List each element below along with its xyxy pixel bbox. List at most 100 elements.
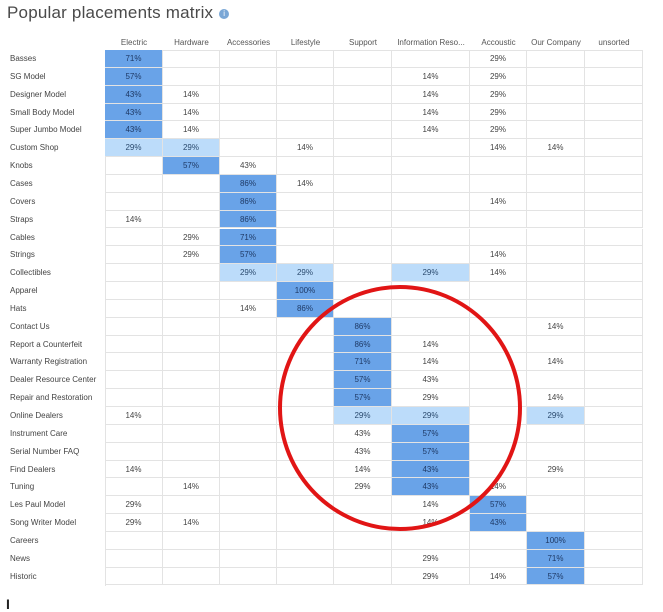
matrix-cell <box>585 50 643 68</box>
matrix-cell: 71% <box>220 228 277 247</box>
matrix-cell <box>220 317 277 336</box>
matrix-cell <box>527 514 585 532</box>
matrix-cell <box>220 407 277 425</box>
matrix-cell <box>585 192 643 211</box>
row-label: Hats <box>10 303 27 313</box>
matrix-cell <box>470 282 527 300</box>
matrix-cell <box>585 264 643 283</box>
matrix-cell <box>527 424 585 443</box>
matrix-cell <box>163 282 220 300</box>
matrix-cell <box>334 192 392 211</box>
matrix-cell <box>163 317 220 336</box>
matrix-cell: 29% <box>392 549 470 568</box>
column-header: Lifestyle <box>290 38 321 47</box>
matrix-cell: 43% <box>470 514 527 532</box>
matrix-cell: 29% <box>470 50 527 68</box>
matrix-cell <box>277 549 334 568</box>
matrix-cell <box>392 50 470 68</box>
column-header: unsorted <box>598 38 630 47</box>
matrix-cell: 29% <box>163 246 220 265</box>
matrix-cell <box>220 496 277 515</box>
matrix-cell: 29% <box>105 514 163 532</box>
matrix-cell <box>585 531 643 550</box>
matrix-cell <box>105 567 163 586</box>
matrix-cell <box>220 282 277 300</box>
matrix-cell <box>220 514 277 532</box>
matrix-cell: 57% <box>163 157 220 175</box>
matrix-cell <box>220 353 277 372</box>
matrix-cell <box>105 335 163 354</box>
matrix-cell <box>277 210 334 229</box>
matrix-cell: 14% <box>470 478 527 497</box>
matrix-cell <box>220 442 277 461</box>
matrix-cell: 43% <box>105 121 163 140</box>
row-label: Basses <box>10 54 37 63</box>
row-label: Collectibles <box>10 268 51 278</box>
matrix-cell <box>163 264 220 283</box>
matrix-cell: 71% <box>527 549 585 568</box>
matrix-cell <box>105 478 163 497</box>
row-label: Warranty Registration <box>10 357 88 367</box>
matrix-cell: 57% <box>470 496 527 515</box>
row-label: Straps <box>10 214 34 224</box>
matrix-cell <box>585 174 643 193</box>
matrix-cell: 14% <box>163 121 220 140</box>
row-label: Cases <box>10 178 33 188</box>
matrix-cell: 14% <box>277 139 334 158</box>
matrix-cell <box>585 567 643 586</box>
matrix-cell <box>163 549 220 568</box>
matrix-cell: 29% <box>163 139 220 158</box>
matrix-cell: 86% <box>220 174 277 193</box>
matrix-cell <box>527 157 585 175</box>
matrix-cell <box>470 157 527 175</box>
matrix-cell: 29% <box>220 264 277 283</box>
row-label: Knobs <box>10 161 33 171</box>
matrix-cell <box>585 514 643 532</box>
matrix-cell: 29% <box>392 567 470 586</box>
matrix-cell <box>585 103 643 122</box>
row-label: Historic <box>10 571 37 581</box>
matrix-cell <box>105 192 163 211</box>
matrix-cell <box>334 531 392 550</box>
matrix-cell <box>527 496 585 515</box>
matrix-cell: 29% <box>527 407 585 425</box>
info-icon[interactable]: i <box>219 8 230 19</box>
matrix-cell: 57% <box>220 246 277 265</box>
matrix-cell <box>334 567 392 586</box>
matrix-cell: 14% <box>527 139 585 158</box>
matrix-cell: 29% <box>277 264 334 283</box>
matrix-cell <box>334 139 392 158</box>
matrix-cell <box>220 139 277 158</box>
matrix-cell: 100% <box>277 282 334 300</box>
matrix-cell: 14% <box>392 121 470 140</box>
matrix-cell <box>105 157 163 175</box>
matrix-cell: 14% <box>105 210 163 229</box>
matrix-cell <box>585 353 643 372</box>
matrix-cell <box>220 121 277 140</box>
matrix-cell: 14% <box>527 317 585 336</box>
row-label: Careers <box>10 535 39 545</box>
matrix-cell <box>220 478 277 497</box>
matrix-cell <box>163 335 220 354</box>
row-label: Repair and Restoration <box>10 393 93 403</box>
column-header: Support <box>348 38 378 47</box>
matrix-cell: 14% <box>470 192 527 211</box>
matrix-cell <box>105 317 163 336</box>
matrix-cell: 14% <box>470 139 527 158</box>
matrix-cell <box>334 174 392 193</box>
matrix-cell <box>220 389 277 407</box>
matrix-cell <box>163 371 220 390</box>
row-label: Find Dealers <box>10 464 56 474</box>
matrix-cell: 29% <box>105 496 163 515</box>
matrix-cell <box>277 567 334 586</box>
matrix-cell <box>527 282 585 300</box>
matrix-cell <box>585 424 643 443</box>
matrix-cell <box>163 496 220 515</box>
matrix-cell: 29% <box>527 460 585 479</box>
matrix-cell <box>105 299 163 318</box>
matrix-cell <box>277 121 334 140</box>
matrix-cell: 29% <box>470 121 527 140</box>
matrix-cell <box>585 299 643 318</box>
matrix-cell <box>585 407 643 425</box>
matrix-cell <box>163 531 220 550</box>
